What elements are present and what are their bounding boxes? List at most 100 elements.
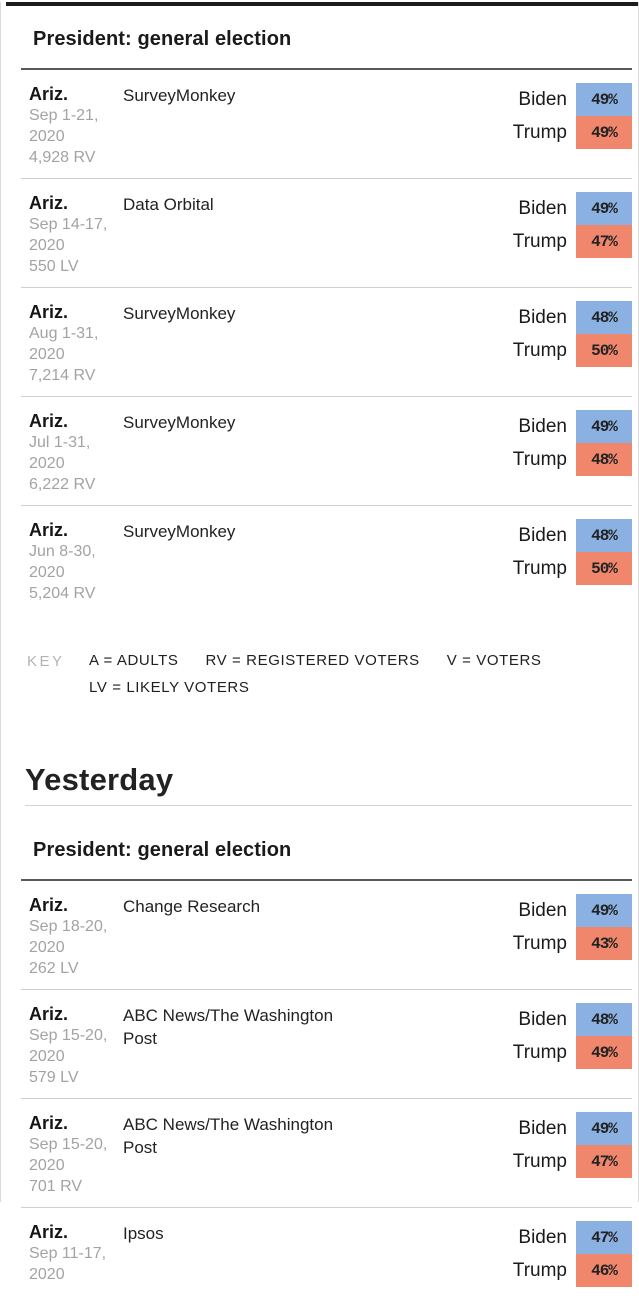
result-line-biden: Biden 49% — [452, 192, 632, 225]
poll-results: Biden 48% Trump 50% — [452, 301, 632, 386]
candidate-name-trump: Trump — [512, 448, 567, 470]
sample-size: 7,214 RV — [29, 367, 96, 384]
section-title: President: general election — [33, 839, 292, 861]
sample-size: 701 RV — [29, 1178, 83, 1195]
result-value-box-trump: 50% — [576, 334, 632, 367]
poll-row: Ariz. Jun 8-30, 2020 5,204 RV SurveyMonk… — [21, 505, 632, 614]
result-value-box-trump: 46% — [576, 1254, 632, 1287]
key-definitions: A = ADULTS RV = REGISTERED VOTERS V = VO… — [89, 652, 569, 706]
candidate-name-biden: Biden — [518, 899, 567, 921]
poll-date-range: Jul 1-31, — [29, 434, 91, 451]
state-label: Ariz. — [29, 1004, 69, 1024]
poll-date-year: 2020 — [29, 939, 65, 956]
poll-date-year: 2020 — [29, 1266, 65, 1283]
poll-date-range: Aug 1-31, — [29, 325, 99, 342]
poll-meta-column: Ariz. Jul 1-31, 2020 6,222 RV — [29, 410, 123, 495]
result-line-biden: Biden 49% — [452, 1112, 632, 1145]
result-line-trump: Trump 47% — [452, 1145, 632, 1178]
result-value-box-trump: 50% — [576, 552, 632, 585]
poll-row: Ariz. Sep 11-17, 2020 Ipsos Biden 47% Tr… — [21, 1207, 632, 1306]
candidate-name-biden: Biden — [518, 197, 567, 219]
result-value-box-biden: 48% — [576, 519, 632, 552]
pollster-name: SurveyMonkey — [123, 86, 236, 105]
polls-list: President: general election Ariz. Sep 1-… — [21, 6, 632, 1306]
candidate-name-trump: Trump — [512, 339, 567, 361]
state-label: Ariz. — [29, 84, 69, 104]
candidate-name-trump: Trump — [512, 932, 567, 954]
poll-meta-column: Ariz. Sep 15-20, 2020 579 LV — [29, 1003, 123, 1088]
result-value-box-biden: 49% — [576, 894, 632, 927]
result-line-biden: Biden 48% — [452, 301, 632, 334]
candidate-name-trump: Trump — [512, 1150, 567, 1172]
state-label: Ariz. — [29, 520, 69, 540]
poll-results: Biden 49% Trump 47% — [452, 1112, 632, 1197]
result-value-box-biden: 49% — [576, 83, 632, 116]
poll-results: Biden 47% Trump 46% — [452, 1221, 632, 1296]
poll-date-year: 2020 — [29, 237, 65, 254]
poll-results: Biden 49% Trump 43% — [452, 894, 632, 979]
poll-results: Biden 48% Trump 49% — [452, 1003, 632, 1088]
poll-row: Ariz. Sep 1-21, 2020 4,928 RV SurveyMonk… — [21, 70, 632, 178]
poll-results: Biden 49% Trump 49% — [452, 83, 632, 168]
poll-meta-column: Ariz. Sep 18-20, 2020 262 LV — [29, 894, 123, 979]
poll-row: Ariz. Sep 14-17, 2020 550 LV Data Orbita… — [21, 178, 632, 287]
poll-date-year: 2020 — [29, 564, 65, 581]
result-value-box-biden: 49% — [576, 192, 632, 225]
candidate-name-biden: Biden — [518, 88, 567, 110]
poll-meta-column: Ariz. Sep 14-17, 2020 550 LV — [29, 192, 123, 277]
pollster-name: Data Orbital — [123, 195, 214, 214]
result-line-trump: Trump 49% — [452, 116, 632, 149]
candidate-name-biden: Biden — [518, 524, 567, 546]
yesterday-heading: Yesterday — [25, 762, 632, 806]
key-item-voters: V = VOTERS — [446, 652, 542, 669]
result-value-box-biden: 48% — [576, 301, 632, 334]
poll-date-range: Sep 15-20, — [29, 1136, 108, 1153]
pollster-name: ABC News/The Washington Post — [123, 1006, 334, 1048]
result-value-box-biden: 48% — [576, 1003, 632, 1036]
top-window-edge-bar — [6, 2, 638, 6]
result-value-box-trump: 48% — [576, 443, 632, 476]
poll-rows: Ariz. Sep 18-20, 2020 262 LV Change Rese… — [21, 879, 632, 1306]
sample-size: 5,204 RV — [29, 585, 96, 602]
poll-date-year: 2020 — [29, 128, 65, 145]
state-label: Ariz. — [29, 411, 69, 431]
key-label: KEY — [27, 653, 65, 670]
poll-date-year: 2020 — [29, 455, 65, 472]
candidate-name-trump: Trump — [512, 1259, 567, 1281]
result-value-box-trump: 47% — [576, 225, 632, 258]
poll-meta-column: Ariz. Sep 15-20, 2020 701 RV — [29, 1112, 123, 1197]
result-value-box-biden: 49% — [576, 410, 632, 443]
key-item-registered-voters: RV = REGISTERED VOTERS — [205, 652, 420, 669]
poll-results: Biden 48% Trump 50% — [452, 519, 632, 604]
result-value-box-biden: 47% — [576, 1221, 632, 1254]
state-label: Ariz. — [29, 193, 69, 213]
poll-meta-column: Ariz. Sep 1-21, 2020 4,928 RV — [29, 83, 123, 168]
poll-date-range: Sep 15-20, — [29, 1027, 108, 1044]
key-item-likely-voters: LV = LIKELY VOTERS — [89, 679, 250, 696]
result-line-trump: Trump 50% — [452, 334, 632, 367]
candidate-name-biden: Biden — [518, 1008, 567, 1030]
poll-date-range: Sep 11-17, — [29, 1245, 107, 1262]
result-line-biden: Biden 49% — [452, 410, 632, 443]
state-label: Ariz. — [29, 895, 69, 915]
poll-date-year: 2020 — [29, 1048, 65, 1065]
poll-rows: Ariz. Sep 1-21, 2020 4,928 RV SurveyMonk… — [21, 68, 632, 614]
sample-size: 579 LV — [29, 1069, 79, 1086]
pollster-name: SurveyMonkey — [123, 522, 236, 541]
poll-date-year: 2020 — [29, 1157, 65, 1174]
result-value-box-trump: 49% — [576, 1036, 632, 1069]
pollster-name: SurveyMonkey — [123, 413, 236, 432]
section-title: President: general election — [33, 28, 292, 50]
state-label: Ariz. — [29, 1113, 69, 1133]
poll-row: Ariz. Sep 15-20, 2020 579 LV ABC News/Th… — [21, 989, 632, 1098]
sample-size: 4,928 RV — [29, 149, 96, 166]
result-line-trump: Trump 46% — [452, 1254, 632, 1287]
result-value-box-biden: 49% — [576, 1112, 632, 1145]
poll-meta-column: Ariz. Sep 11-17, 2020 — [29, 1221, 123, 1296]
result-value-box-trump: 47% — [576, 1145, 632, 1178]
result-line-trump: Trump 43% — [452, 927, 632, 960]
result-value-box-trump: 49% — [576, 116, 632, 149]
pollster-name: SurveyMonkey — [123, 304, 236, 323]
poll-date-year: 2020 — [29, 346, 65, 363]
section-today: President: general election Ariz. Sep 1-… — [21, 6, 632, 614]
